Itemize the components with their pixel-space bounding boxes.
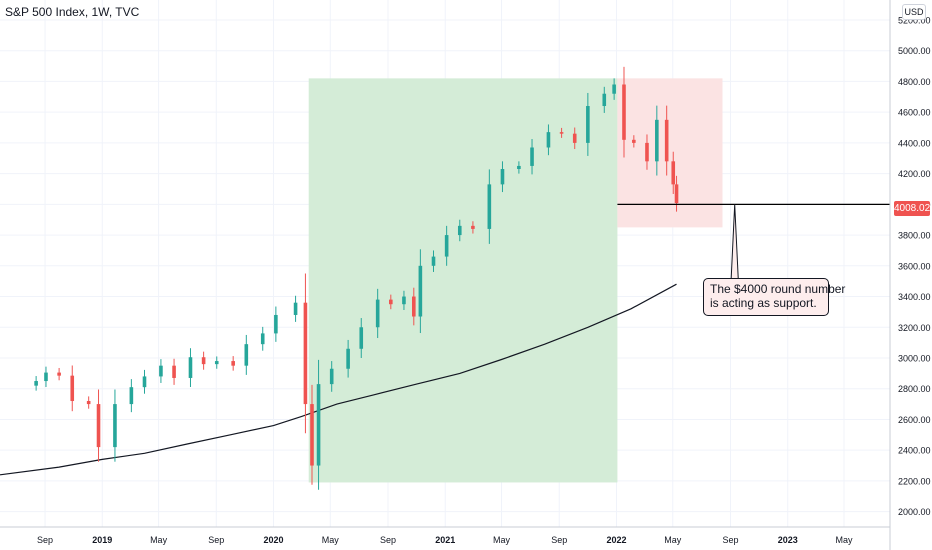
x-tick-label: 2022 — [606, 535, 626, 545]
candle-body — [645, 142, 649, 162]
candle-body — [201, 357, 206, 365]
x-tick-label: May — [664, 535, 682, 545]
y-tick-label: 3800.00 — [898, 231, 931, 241]
candle-body — [346, 348, 350, 369]
candle-body — [471, 225, 475, 229]
last-price-badge: 4008.02 — [894, 201, 931, 216]
pullback-zone — [617, 78, 723, 228]
candle-body — [316, 384, 321, 466]
annotation-line-1: The $4000 round number — [710, 282, 846, 296]
candle-body — [359, 327, 364, 349]
candle-body — [612, 84, 616, 94]
x-tick-label: May — [150, 535, 168, 545]
chart-title: S&P 500 Index, 1W, TVC — [5, 5, 140, 19]
y-tick-label: 2800.00 — [898, 384, 931, 394]
y-tick-label: 5000.00 — [898, 46, 931, 56]
candle-body — [402, 296, 406, 305]
candle-body — [530, 147, 534, 166]
candle-body — [457, 225, 462, 236]
candle-body — [586, 106, 590, 143]
y-tick-label: 2600.00 — [898, 415, 931, 425]
x-tick-label: Sep — [551, 535, 567, 545]
y-tick-label: 3600.00 — [898, 261, 931, 271]
annotation-callout[interactable]: The $4000 round number is acting as supp… — [703, 278, 846, 316]
candle-body — [113, 404, 117, 448]
candle-body — [632, 139, 636, 143]
candle-body — [602, 93, 607, 107]
candle-body — [86, 401, 91, 405]
y-tick-label: 5200.00 — [898, 15, 931, 25]
candle-body — [622, 84, 626, 140]
candle-body — [674, 184, 679, 204]
x-tick-label: 2020 — [264, 535, 284, 545]
candle-body — [559, 132, 564, 134]
y-tick-label: 4200.00 — [898, 169, 931, 179]
rally-zone — [308, 78, 618, 483]
y-tick-label: 2200.00 — [898, 476, 931, 486]
callout-pointer — [730, 204, 739, 279]
candle-body — [293, 302, 298, 315]
candle-body — [655, 119, 659, 162]
candle-body — [244, 344, 249, 366]
y-tick-label: 2000.00 — [898, 507, 931, 517]
candle-body — [664, 119, 669, 162]
candle-body — [329, 368, 334, 385]
y-tick-label: 4600.00 — [898, 108, 931, 118]
y-tick-label: 4400.00 — [898, 138, 931, 148]
x-tick-label: May — [322, 535, 340, 545]
candle-body — [671, 161, 676, 185]
candle-body — [431, 256, 436, 266]
x-tick-label: May — [493, 535, 511, 545]
candle-body — [517, 165, 521, 170]
candle-body — [96, 404, 101, 448]
x-tick-label: 2023 — [778, 535, 798, 545]
candle-body — [310, 404, 314, 466]
candle-body — [142, 376, 147, 388]
candle-body — [418, 265, 423, 317]
candle-body — [70, 375, 75, 402]
candle-body — [57, 372, 61, 376]
currency-badge[interactable]: USD — [902, 4, 926, 20]
moving-average-line — [0, 283, 677, 476]
candle-body — [546, 132, 551, 148]
candle-body — [444, 235, 449, 257]
y-tick-label: 3400.00 — [898, 292, 931, 302]
candle-body — [231, 361, 235, 366]
annotation-line-2: is acting as support. — [710, 296, 817, 310]
candle-body — [274, 314, 278, 334]
candle-body — [159, 365, 163, 377]
x-tick-label: 2019 — [92, 535, 112, 545]
x-tick-label: May — [836, 535, 854, 545]
candle-body — [412, 296, 416, 317]
candle-body — [500, 169, 505, 185]
candle-body — [172, 365, 176, 378]
candle-body — [44, 372, 48, 382]
x-tick-label: Sep — [208, 535, 224, 545]
x-tick-label: Sep — [37, 535, 53, 545]
y-tick-label: 2400.00 — [898, 446, 931, 456]
candle-body — [389, 299, 393, 305]
candle-body — [303, 302, 308, 405]
x-tick-label: Sep — [380, 535, 396, 545]
candle-body — [572, 133, 577, 143]
candle-body — [260, 333, 265, 345]
y-tick-label: 3000.00 — [898, 353, 931, 363]
x-tick-label: 2021 — [435, 535, 455, 545]
x-tick-label: Sep — [722, 535, 738, 545]
y-tick-label: 3200.00 — [898, 323, 931, 333]
candle-body — [34, 381, 38, 386]
candle-body — [375, 299, 380, 328]
candle-body — [129, 387, 134, 405]
y-tick-label: 4800.00 — [898, 77, 931, 87]
candle-body — [487, 184, 492, 229]
candle-body — [214, 361, 219, 365]
candle-body — [188, 357, 193, 378]
